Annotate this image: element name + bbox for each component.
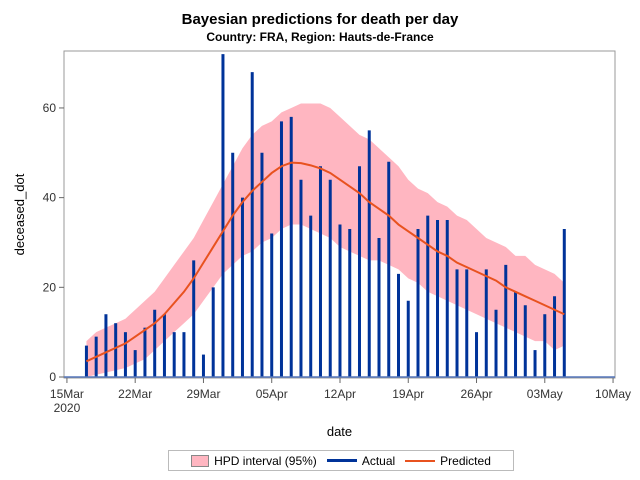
legend-item-band: HPD interval (95%): [191, 454, 317, 468]
legend-label-predicted: Predicted: [440, 453, 491, 468]
y-tick-label: 40: [43, 191, 57, 205]
x-tick-label: 03May: [527, 387, 563, 401]
actual-swatch: [326, 459, 357, 462]
hpd-band: [86, 103, 565, 377]
x-tick-label: 29Mar: [186, 387, 220, 401]
x-tick-label: 22Mar: [118, 387, 152, 401]
band-swatch: [191, 454, 210, 467]
predicted-swatch: [405, 459, 436, 462]
chart-title: Bayesian predictions for death per day: [181, 11, 459, 28]
x-tick-label: 19Apr: [392, 387, 424, 401]
legend-label-actual: Actual: [361, 453, 396, 468]
x-tick-label: 15Mar: [50, 387, 84, 401]
x-tick-year: 2020: [54, 401, 81, 415]
y-tick-label: 20: [43, 280, 57, 294]
x-axis-label: date: [327, 424, 352, 439]
legend: HPD interval (95%) Actual Predicted: [168, 450, 514, 471]
x-tick-label: 12Apr: [324, 387, 356, 401]
predicted-line: [86, 161, 565, 363]
y-tick-label: 60: [43, 101, 57, 115]
legend-label-band: HPD interval (95%): [214, 453, 317, 468]
x-tick-label: 26Apr: [461, 387, 493, 401]
legend-item-predicted: Predicted: [405, 454, 491, 468]
x-tick-label: 10May: [595, 387, 631, 401]
y-axis-label: deceased_dot: [12, 173, 27, 255]
legend-item-actual: Actual: [326, 453, 396, 468]
x-tick-label: 05Apr: [256, 387, 288, 401]
chart-subtitle: Country: FRA, Region: Hauts-de-France: [206, 30, 434, 44]
y-tick-label: 0: [49, 370, 56, 384]
